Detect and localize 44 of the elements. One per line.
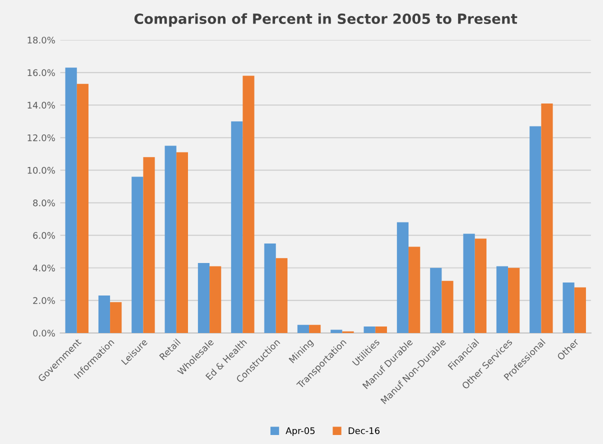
bar [143, 157, 155, 333]
bar [210, 266, 222, 333]
bar [98, 296, 110, 333]
bar [76, 84, 88, 333]
bar [231, 121, 243, 333]
bar [496, 266, 508, 333]
bar [164, 146, 176, 333]
bar [242, 76, 254, 333]
bar [430, 268, 442, 333]
bar [132, 176, 144, 333]
bar [309, 324, 321, 333]
bar [408, 246, 420, 333]
y-tick-label: 6.0% [33, 232, 55, 239]
bar [364, 326, 376, 333]
bar [562, 282, 574, 333]
y-tick-label: 4.0% [32, 264, 55, 272]
y-tick-label: 0.0% [33, 330, 55, 337]
bar [276, 258, 288, 333]
y-tick-label: 18.0% [28, 36, 55, 44]
bar [442, 280, 454, 333]
y-tick-label: 8.0% [33, 199, 55, 206]
y-tick-label: 16.0% [28, 69, 55, 76]
y-tick-label: 14.0% [28, 102, 55, 109]
bar [541, 103, 553, 333]
legend-label: Apr-05 [286, 427, 315, 436]
bar [110, 302, 122, 333]
bar [65, 68, 77, 333]
bar [508, 268, 520, 333]
bar [463, 234, 475, 333]
bar [530, 126, 542, 333]
chart-title: Comparison of Percent in Sector 2005 to Present [134, 13, 518, 27]
y-tick-label: 10.0% [28, 166, 55, 174]
y-tick-label: 12.0% [28, 134, 55, 142]
bar [297, 324, 310, 333]
bar [396, 222, 409, 333]
legend-label: Dec-16 [348, 427, 380, 434]
bar [198, 262, 210, 333]
y-tick-label: 2.0% [33, 297, 55, 304]
bar [176, 152, 188, 333]
bar [375, 326, 387, 333]
bar [474, 238, 486, 333]
bar [330, 330, 342, 333]
bar [574, 287, 586, 333]
bar [264, 243, 276, 333]
